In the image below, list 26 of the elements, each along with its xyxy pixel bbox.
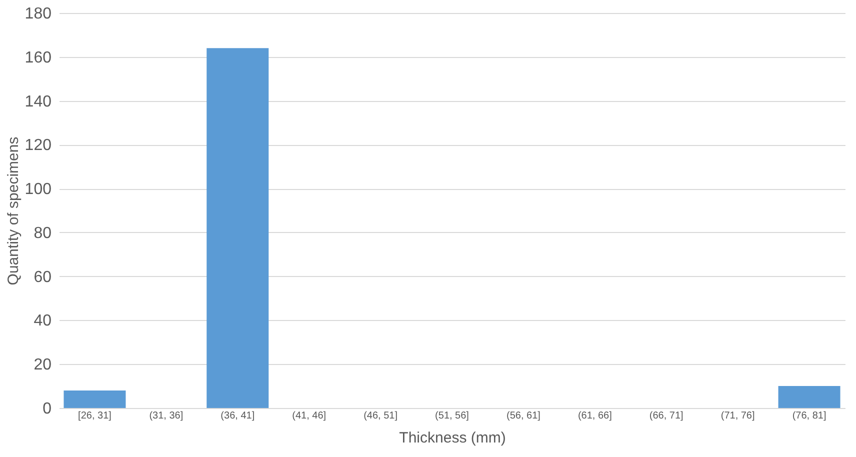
y-tick-label: 120 xyxy=(24,137,52,154)
y-tick-label: 100 xyxy=(24,181,52,198)
y-tick-label: 0 xyxy=(42,400,52,418)
y-tick-label: 140 xyxy=(24,93,52,110)
x-tick-label: (76, 81] xyxy=(792,410,826,422)
y-tick-label: 180 xyxy=(24,6,52,22)
bar xyxy=(64,390,126,408)
bar xyxy=(206,48,269,408)
x-tick-label: (71, 76] xyxy=(720,410,755,422)
y-tick-label: 160 xyxy=(24,49,52,66)
y-axis-title: Quantity of specimens xyxy=(4,136,22,286)
x-tick-label: (31, 36] xyxy=(149,410,184,422)
y-tick-label: 80 xyxy=(34,224,52,242)
y-tick-label: 60 xyxy=(34,268,52,286)
x-tick-label: (51, 56] xyxy=(435,410,470,422)
x-axis-title: Thickness (mm) xyxy=(399,430,506,446)
y-tick-label: 40 xyxy=(34,312,52,330)
bar xyxy=(778,386,840,408)
x-tick-label: (41, 46] xyxy=(292,410,326,422)
x-tick-label: (61, 66] xyxy=(578,410,612,422)
x-tick-label: (36, 41] xyxy=(220,410,255,422)
x-tick-label: (46, 51] xyxy=(364,410,398,422)
x-tick-label: [26, 31] xyxy=(78,410,112,422)
x-tick-label: (66, 71] xyxy=(649,410,684,422)
x-tick-label: (56, 61] xyxy=(506,410,541,422)
y-tick-label: 20 xyxy=(34,356,52,374)
